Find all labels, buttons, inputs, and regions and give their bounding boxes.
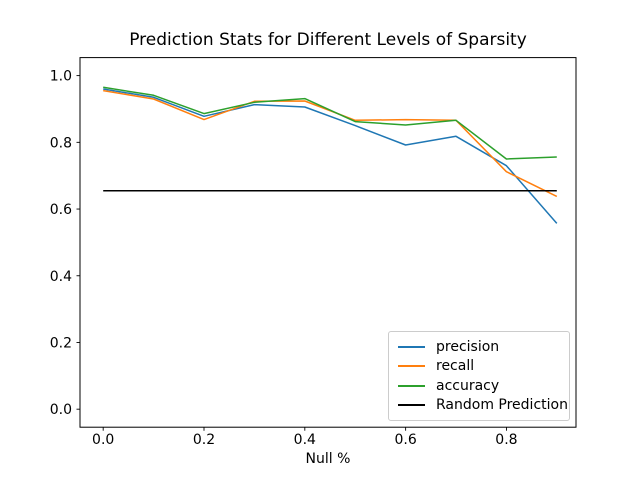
precision-line-icon <box>398 345 425 348</box>
x-tick-label: 0.0 <box>92 432 114 448</box>
chart-title: Prediction Stats for Different Levels of… <box>129 30 527 50</box>
legend-label-accuracy: accuracy <box>436 377 500 394</box>
y-tick-label: 0.6 <box>50 202 72 218</box>
series-line-recall <box>103 89 558 198</box>
x-axis-label: Null % <box>305 451 351 467</box>
y-tick-label: 0.4 <box>50 269 72 285</box>
legend: precision recall accuracy Random Predict… <box>388 331 570 421</box>
legend-label-random-prediction: Random Prediction <box>436 397 568 414</box>
series-line-accuracy <box>103 86 557 160</box>
recall-line-icon <box>398 365 425 368</box>
x-tick-label: 0.4 <box>294 432 316 448</box>
legend-label-precision: precision <box>436 338 500 355</box>
legend-item-random-prediction: Random Prediction <box>398 396 568 416</box>
y-tick-label: 1.0 <box>50 69 72 85</box>
y-tick-label: 0.8 <box>50 135 72 151</box>
x-tick-label: 0.8 <box>495 432 517 448</box>
accuracy-line-icon <box>398 384 425 387</box>
y-tick-label: 0.0 <box>50 402 72 418</box>
x-tick-label: 0.2 <box>193 432 215 448</box>
axes-border <box>79 57 577 428</box>
legend-item-precision: precision <box>398 337 560 357</box>
random-prediction-line-icon <box>398 404 425 407</box>
series-line-precision <box>103 88 558 224</box>
legend-item-recall: recall <box>398 357 560 377</box>
y-tick-label: 0.2 <box>50 335 72 351</box>
legend-label-recall: recall <box>436 358 475 375</box>
x-tick-label: 0.6 <box>394 432 416 448</box>
legend-item-accuracy: accuracy <box>398 376 560 396</box>
